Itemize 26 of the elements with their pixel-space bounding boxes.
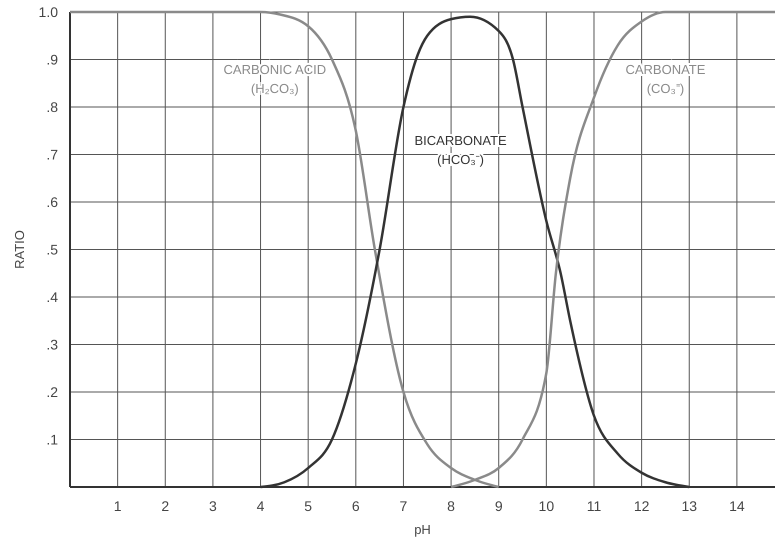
x-tick-label: 8 xyxy=(447,498,456,514)
x-tick-label: 6 xyxy=(352,498,360,514)
y-axis-title: RATIO xyxy=(12,230,27,269)
y-tick-label: .8 xyxy=(46,99,58,115)
x-tick-label: 5 xyxy=(304,498,312,514)
y-tick-label: .2 xyxy=(46,384,58,400)
y-tick-label: .7 xyxy=(46,146,58,162)
y-tick-label: .1 xyxy=(46,432,58,448)
y-tick-label: 1.0 xyxy=(38,4,58,20)
x-tick-label: 4 xyxy=(256,498,265,514)
y-tick-label: .5 xyxy=(46,242,58,258)
x-tick-label: 7 xyxy=(400,498,408,514)
x-tick-label: 14 xyxy=(729,498,745,514)
x-tick-label: 12 xyxy=(634,498,650,514)
x-tick-label: 1 xyxy=(114,498,122,514)
x-axis-title: pH xyxy=(414,522,431,537)
x-tick-label: 10 xyxy=(538,498,554,514)
x-tick-label: 3 xyxy=(209,498,218,514)
y-tick-label: .3 xyxy=(46,336,58,352)
y-tick-label: .9 xyxy=(46,52,58,68)
x-tick-label: 13 xyxy=(681,498,698,514)
x-tick-label: 2 xyxy=(161,498,170,514)
x-tick-label: 11 xyxy=(586,498,602,514)
y-tick-label: .6 xyxy=(46,194,58,210)
y-tick-label: .4 xyxy=(46,289,58,305)
x-tick-label: 9 xyxy=(494,498,503,514)
